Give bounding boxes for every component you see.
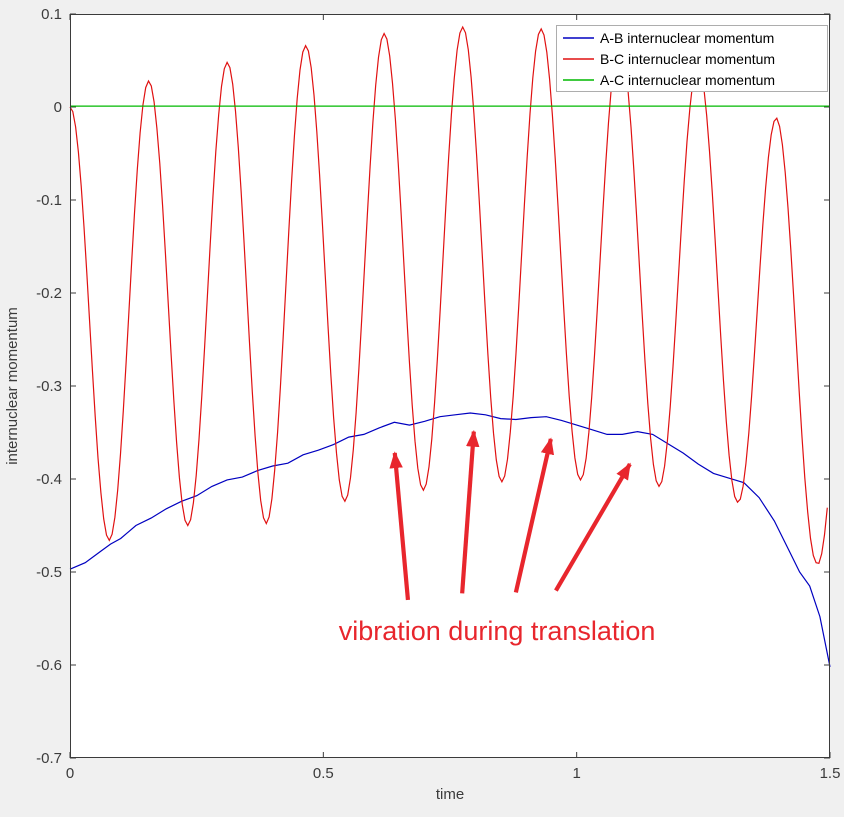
y-axis-label: internuclear momentum [4, 307, 21, 465]
y-tick-label: -0.1 [36, 192, 62, 209]
legend-entry: B-C internuclear momentum [563, 51, 775, 67]
x-tick-label: 0 [66, 765, 74, 782]
annotation-text: vibration during translation [339, 616, 656, 646]
y-tick-label: -0.2 [36, 285, 62, 302]
legend-entry: A-C internuclear momentum [563, 72, 775, 88]
legend-entry: A-B internuclear momentum [563, 30, 774, 46]
y-tick-label: -0.6 [36, 657, 62, 674]
legend-box [556, 25, 828, 92]
legend-entry-label: A-C internuclear momentum [600, 72, 775, 88]
y-tick-label: -0.5 [36, 564, 62, 581]
legend-entry-label: A-B internuclear momentum [600, 30, 774, 46]
y-tick-label: 0.1 [41, 6, 62, 23]
y-tick-label: 0 [54, 99, 62, 116]
plot-area-background [70, 14, 830, 758]
x-tick-label: 1.5 [820, 765, 841, 782]
legend: A-B internuclear momentum B-C internuclea… [556, 25, 828, 92]
legend-entry-label: B-C internuclear momentum [600, 51, 775, 67]
axes-box [70, 14, 830, 758]
y-tick-label: -0.3 [36, 378, 62, 395]
x-tick-label: 0.5 [313, 765, 334, 782]
plot-dynamic-content: 0 0.5 1 1.5 -0.7 -0.6 -0.5 -0.4 -0.3 -0.2 -0.1 0 0.1… [36, 6, 840, 782]
annotation-arrow [513, 437, 555, 593]
x-axis-label: time [436, 786, 464, 803]
annotation-arrow [460, 429, 480, 594]
x-tick-label: 1 [572, 765, 580, 782]
annotation-arrow [389, 451, 411, 601]
annotation-arrow [554, 462, 632, 592]
series-line-a-b-internuclear-momentum [69, 412, 831, 668]
y-tick-label: -0.4 [36, 471, 62, 488]
y-tick-label: -0.7 [36, 750, 62, 767]
